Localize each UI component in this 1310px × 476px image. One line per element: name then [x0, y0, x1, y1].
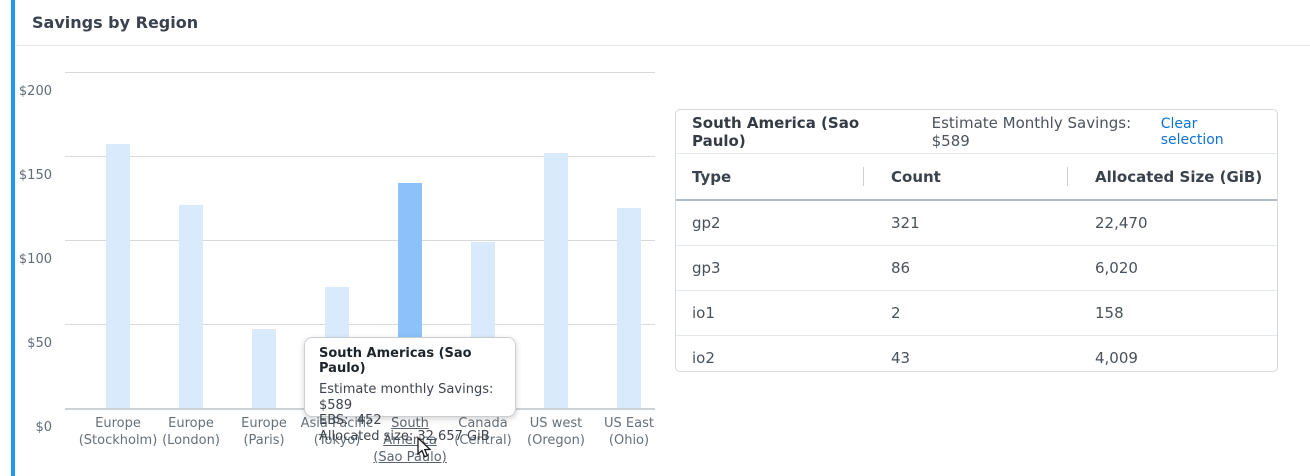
chart-bar-europe-paris-[interactable]	[252, 329, 276, 408]
x-axis-label-canada-central-[interactable]: Canada (Central)	[454, 416, 512, 448]
y-axis-tick-label: $100	[18, 252, 52, 267]
x-axis-label-europe-stockholm-[interactable]: Europe (Stockholm)	[78, 416, 158, 448]
chart-tooltip: South Americas (Sao Paulo) Estimate mont…	[304, 337, 516, 444]
column-divider-tick	[863, 167, 864, 186]
x-axis-label-asia-pacific-tokyo-[interactable]: Asia Pacific (Tokyo)	[300, 416, 374, 448]
column-header-count: Count	[863, 154, 1079, 199]
cell-allocated: 158	[1095, 304, 1124, 322]
clear-selection-link[interactable]: Clear selection	[1160, 115, 1224, 148]
widget-title: Savings by Region	[32, 13, 199, 32]
x-axis-label-europe-paris-[interactable]: Europe (Paris)	[241, 416, 287, 448]
cell-type: gp2	[692, 214, 721, 232]
title-divider	[16, 45, 1310, 46]
cell-count: 321	[891, 214, 920, 232]
cell-allocated: 4,009	[1095, 349, 1138, 367]
cell-count: 2	[891, 304, 901, 322]
table-body: gp2 321 22,470 gp3 86 6,020 io1 2 158 io2 43 4,009	[676, 201, 1277, 380]
mouse-cursor-icon	[417, 437, 432, 458]
x-axis-label-us-east-ohio-[interactable]: US East (Ohio)	[604, 416, 654, 448]
tooltip-savings-line: Estimate monthly Savings: $589	[319, 382, 498, 413]
cell-allocated: 6,020	[1095, 259, 1138, 277]
chart-gridline	[65, 324, 655, 325]
column-divider-tick	[1067, 167, 1068, 186]
cell-type: io2	[692, 349, 715, 367]
panel-savings-subtitle: Estimate Monthly Savings: $589	[931, 113, 1132, 150]
panel-header: South America (Sao Paulo) Estimate Month…	[676, 110, 1277, 154]
table-row-io1: io1 2 158	[676, 291, 1277, 336]
chart-bar-us-west-oregon-[interactable]	[544, 153, 568, 408]
y-axis-tick-label: $200	[18, 84, 52, 99]
x-axis-label-europe-london-[interactable]: Europe (London)	[162, 416, 220, 448]
cell-allocated: 22,470	[1095, 214, 1148, 232]
chart-bar-europe-london-[interactable]	[179, 205, 203, 408]
table-row-gp2: gp2 321 22,470	[676, 201, 1277, 246]
widget-selection-accent-border	[11, 0, 15, 476]
cell-count: 86	[891, 259, 911, 277]
cell-type: io1	[692, 304, 715, 322]
chart-gridline	[65, 240, 655, 241]
chart-bar-us-east-ohio-[interactable]	[617, 208, 641, 408]
tooltip-ebs-line: EBS: 452	[319, 413, 382, 428]
x-axis-label-us-west-oregon-[interactable]: US west (Oregon)	[527, 416, 585, 448]
region-detail-panel: South America (Sao Paulo) Estimate Month…	[675, 109, 1278, 372]
y-axis-tick-label: $50	[27, 336, 52, 351]
chart-bar-europe-stockholm-[interactable]	[106, 144, 130, 408]
tooltip-title: South Americas (Sao Paulo)	[319, 346, 472, 376]
tooltip-allocated-line: Allocated size: 32,657 GiB	[319, 428, 490, 444]
cell-count: 43	[891, 349, 911, 367]
table-row-gp3: gp3 86 6,020	[676, 246, 1277, 291]
y-axis-tick-label: $0	[35, 420, 52, 435]
chart-gridline	[65, 72, 655, 73]
column-header-type: Type	[692, 167, 732, 186]
cell-type: gp3	[692, 259, 721, 277]
chart-gridline	[65, 156, 655, 157]
table-row-io2: io2 43 4,009	[676, 336, 1277, 380]
panel-region-title: South America (Sao Paulo)	[692, 113, 860, 150]
column-header-allocated-size-gib-: Allocated Size (GiB)	[1067, 154, 1277, 199]
y-axis-tick-label: $150	[18, 168, 52, 183]
table-header-row: Type Count Allocated Size (GiB)	[676, 154, 1277, 201]
